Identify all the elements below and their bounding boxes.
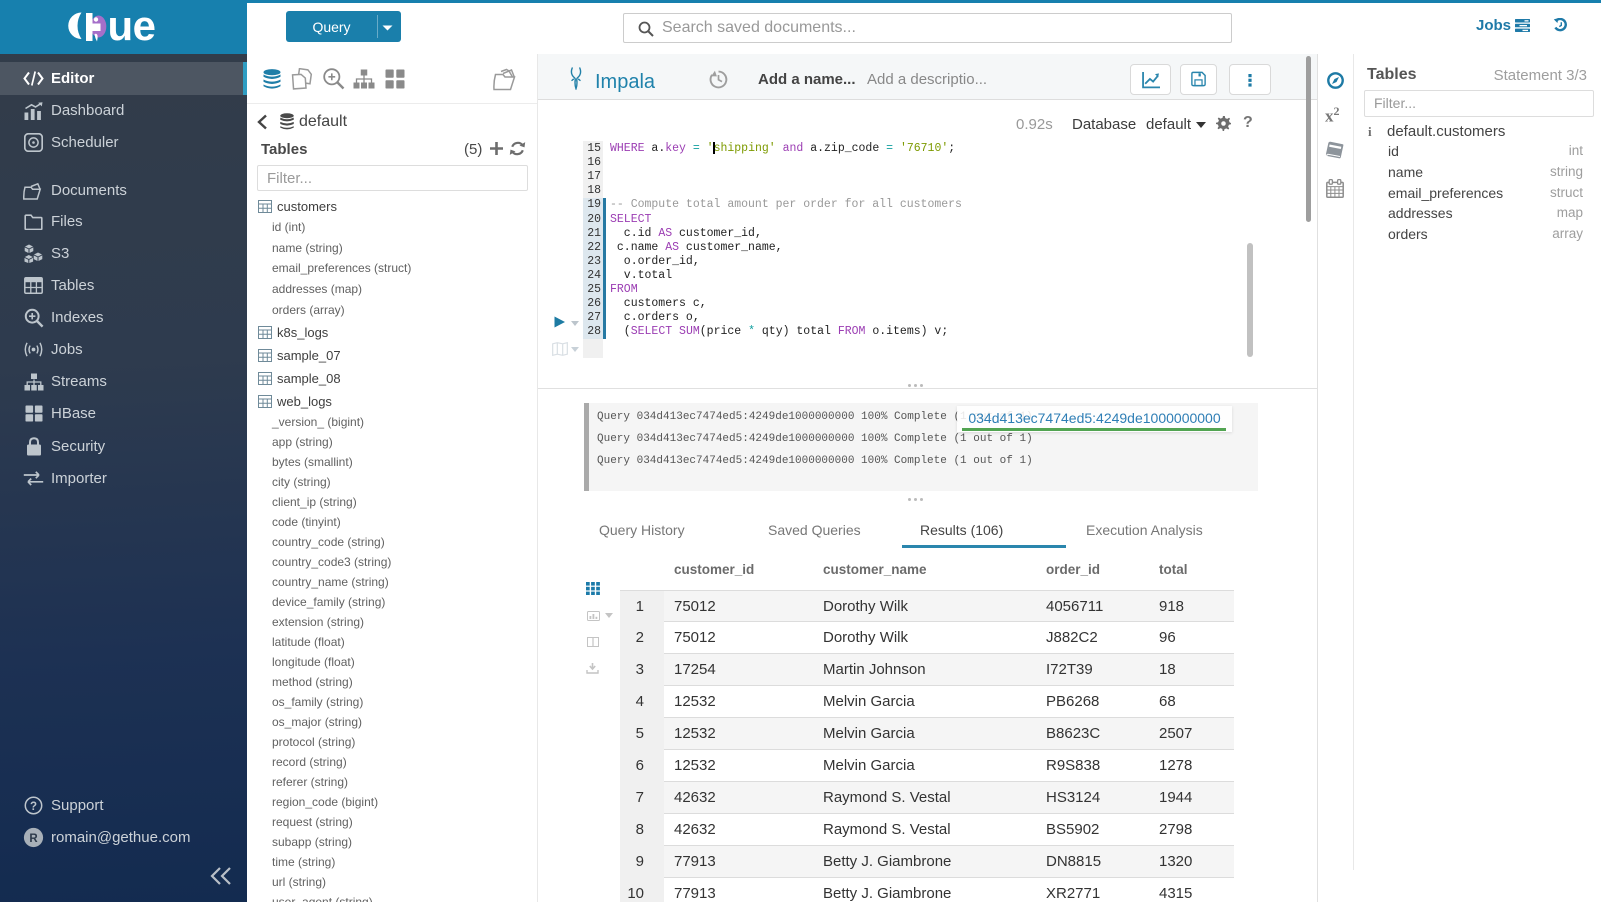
svg-text:?: ? [30, 801, 37, 813]
svg-text:R: R [29, 833, 38, 845]
svg-text:ue: ue [108, 9, 156, 45]
